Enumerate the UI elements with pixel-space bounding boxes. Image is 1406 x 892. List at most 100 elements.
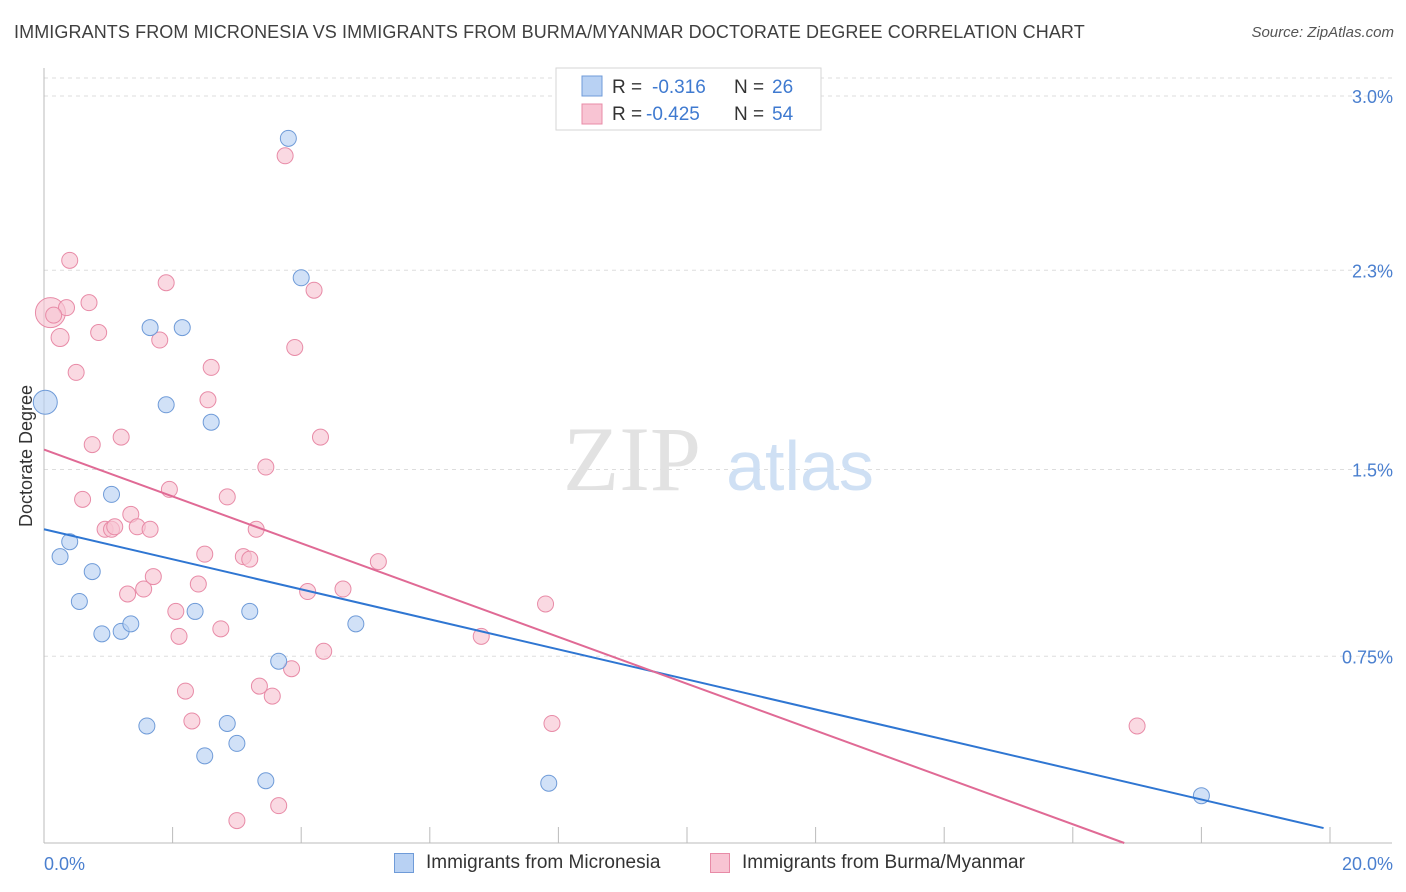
x-tick-label-min: 0.0% xyxy=(44,854,85,874)
point-burma xyxy=(315,642,333,660)
trendline-burma xyxy=(43,448,1125,844)
legend-n-label-2: N = xyxy=(734,104,764,125)
point-micronesia xyxy=(218,714,236,732)
point-burma xyxy=(183,712,201,730)
legend-item-burma: Immigrants from Burma/Myanmar xyxy=(710,852,1025,874)
legend-r-label-2: R = xyxy=(612,104,642,125)
point-burma xyxy=(141,520,159,538)
point-burma xyxy=(151,331,169,349)
point-burma xyxy=(270,797,288,815)
series-legend: Immigrants from Micronesia Immigrants fr… xyxy=(0,852,1406,878)
point-burma xyxy=(196,545,214,563)
legend-n-label-1: N = xyxy=(734,77,764,98)
y-tick-label: 2.3% xyxy=(1352,261,1393,281)
point-burma xyxy=(218,488,236,506)
trendline-micronesia xyxy=(43,528,1324,830)
point-burma xyxy=(167,602,185,620)
x-tick-labels: 0.0% 20.0% xyxy=(44,854,1393,874)
legend-r-value-2: -0.425 xyxy=(646,104,700,125)
point-burma xyxy=(157,274,175,292)
point-burma xyxy=(50,328,70,348)
point-burma xyxy=(276,147,294,165)
y-tick-label: 1.5% xyxy=(1352,461,1393,481)
y-tick-labels: 0.75% 1.5% 2.3% 3.0% xyxy=(1342,87,1393,667)
point-micronesia xyxy=(61,533,79,551)
source-label: Source: ZipAtlas.com xyxy=(1251,24,1394,41)
point-micronesia xyxy=(32,389,58,415)
point-burma xyxy=(112,428,130,446)
point-burma xyxy=(135,580,153,598)
point-burma xyxy=(106,518,124,536)
point-micronesia xyxy=(257,772,275,790)
point-burma xyxy=(1128,717,1146,735)
point-burma xyxy=(199,391,217,409)
point-burma xyxy=(286,338,304,356)
watermark-zip: ZIP xyxy=(563,408,701,510)
point-micronesia xyxy=(202,413,220,431)
point-burma xyxy=(369,553,387,571)
point-micronesia xyxy=(83,563,101,581)
legend-r-label-1: R = xyxy=(612,77,642,98)
point-micronesia xyxy=(186,602,204,620)
point-burma xyxy=(305,281,323,299)
legend-swatch-micronesia xyxy=(394,853,414,873)
point-micronesia xyxy=(196,747,214,765)
legend-swatch-burma xyxy=(710,853,730,873)
y-axis-title: Doctorate Degree xyxy=(16,385,36,527)
point-burma xyxy=(537,595,555,613)
point-burma xyxy=(170,627,188,645)
point-micronesia xyxy=(51,548,69,566)
point-micronesia xyxy=(540,774,558,792)
point-micronesia xyxy=(138,717,156,735)
point-burma xyxy=(144,568,162,586)
point-micronesia xyxy=(270,652,288,670)
legend-swatch-blue xyxy=(581,75,603,97)
point-micronesia xyxy=(173,319,191,337)
point-burma xyxy=(212,620,230,638)
point-burma xyxy=(311,428,329,446)
point-burma xyxy=(228,812,246,830)
y-tick-label: 0.75% xyxy=(1342,647,1393,667)
point-burma xyxy=(61,251,79,269)
point-micronesia xyxy=(70,592,88,610)
point-burma xyxy=(80,294,98,312)
point-burma xyxy=(176,682,194,700)
point-burma xyxy=(45,306,63,324)
gridlines xyxy=(44,77,1392,657)
point-burma xyxy=(189,575,207,593)
point-burma xyxy=(334,580,352,598)
legend-label-burma: Immigrants from Burma/Myanmar xyxy=(742,852,1025,873)
point-burma xyxy=(90,324,108,342)
point-burma xyxy=(283,660,301,678)
legend-n-value-2: 54 xyxy=(772,104,794,125)
chart-title: IMMIGRANTS FROM MICRONESIA VS IMMIGRANTS… xyxy=(14,22,1085,42)
point-burma xyxy=(202,358,220,376)
legend-label-micronesia: Immigrants from Micronesia xyxy=(426,852,661,873)
point-micronesia xyxy=(122,615,140,633)
legend-n-value-1: 26 xyxy=(772,77,793,98)
point-micronesia xyxy=(93,625,111,643)
point-burma xyxy=(58,299,76,317)
point-micronesia xyxy=(241,602,259,620)
series-burma-points xyxy=(34,147,1146,830)
point-burma xyxy=(241,550,259,568)
correlation-legend: R = -0.316 N = 26 R = -0.425 N = 54 xyxy=(555,67,822,131)
x-tick-label-max: 20.0% xyxy=(1342,854,1393,874)
trendlines xyxy=(43,448,1324,844)
point-burma xyxy=(250,677,268,695)
watermark-atlas: atlas xyxy=(726,427,874,505)
legend-item-micronesia: Immigrants from Micronesia xyxy=(394,852,660,874)
point-burma xyxy=(543,714,561,732)
point-micronesia xyxy=(141,319,159,337)
point-micronesia xyxy=(103,485,121,503)
point-burma xyxy=(257,458,275,476)
point-burma xyxy=(74,490,92,508)
point-burma xyxy=(263,687,281,705)
x-ticks xyxy=(43,827,1331,843)
point-micronesia xyxy=(347,615,365,633)
point-micronesia xyxy=(228,734,246,752)
legend-swatch-pink xyxy=(581,103,603,125)
y-tick-label: 3.0% xyxy=(1352,87,1393,107)
point-micronesia xyxy=(292,269,310,287)
legend-r-value-1: -0.316 xyxy=(652,77,706,98)
